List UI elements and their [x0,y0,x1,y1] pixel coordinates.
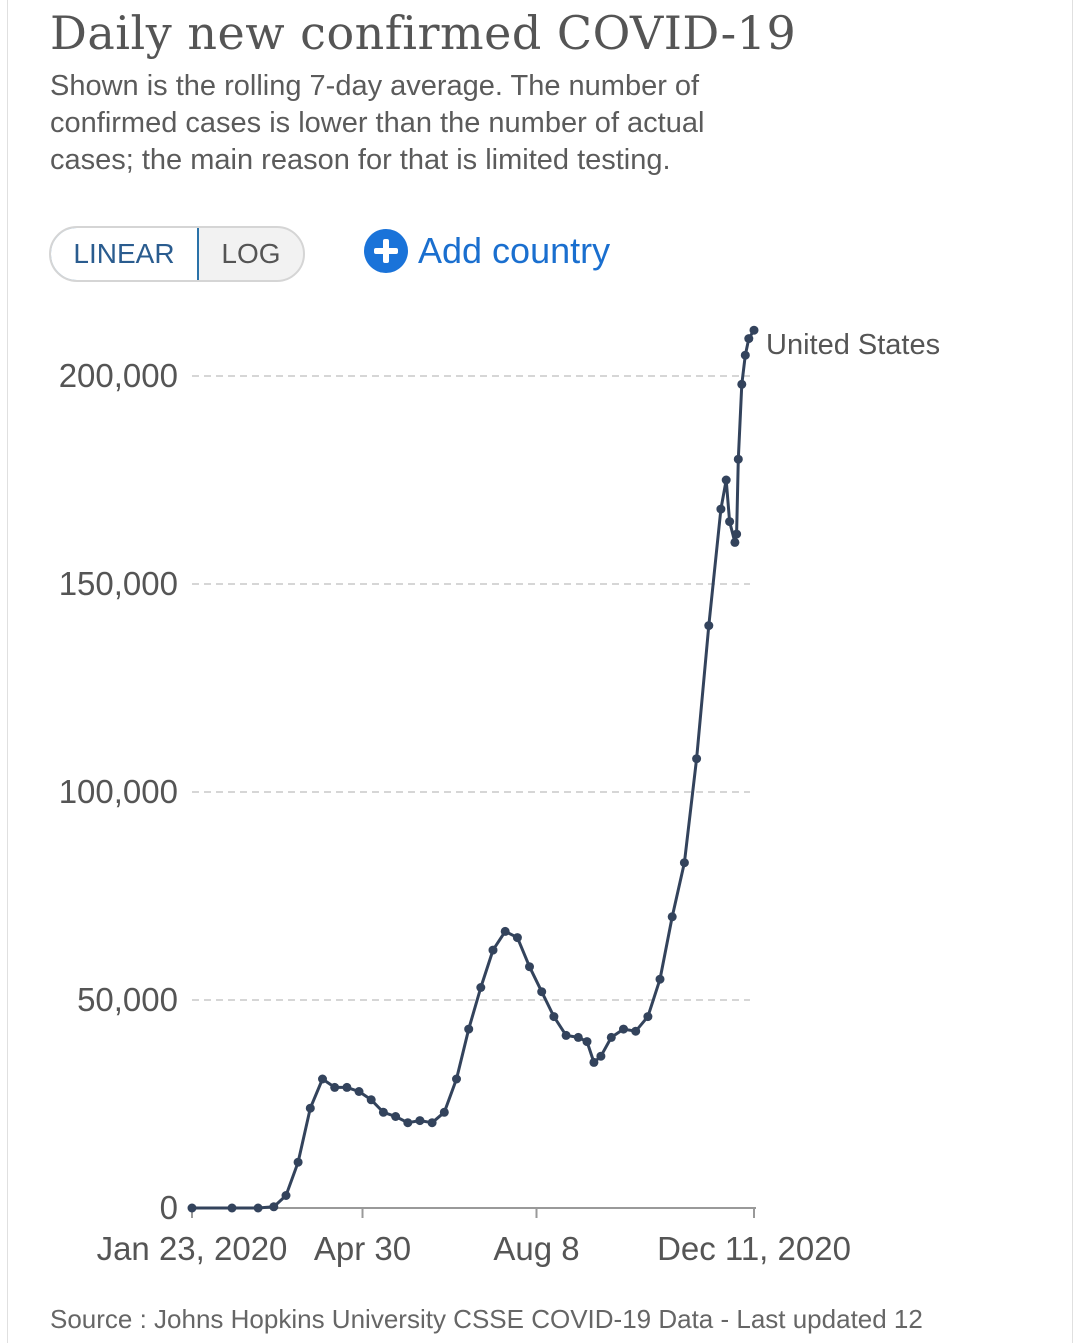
data-point [749,325,759,335]
series-united-states: United States [187,325,940,1213]
data-point [330,1082,340,1092]
data-point [253,1203,263,1213]
data-point [737,379,747,389]
data-point [667,912,677,922]
data-point [415,1116,425,1126]
data-point [512,933,522,943]
series-line [192,329,756,1210]
data-point [305,1103,315,1113]
data-point [582,1037,592,1047]
data-point [732,529,742,539]
y-tick-label: 100,000 [59,773,178,810]
data-point [725,517,735,527]
data-point [281,1191,291,1200]
data-point [679,858,689,868]
data-point [476,983,486,992]
data-point [403,1118,413,1128]
data-point [378,1107,388,1117]
data-point [439,1107,449,1117]
data-point [318,1074,327,1084]
data-point [549,1012,559,1022]
data-point [488,945,498,955]
data-point [354,1087,364,1096]
data-point [596,1051,606,1061]
data-point [227,1203,237,1213]
data-point [643,1012,653,1022]
source-note: Source : Johns Hopkins University CSSE C… [50,1304,923,1334]
y-tick-label: 200,000 [59,357,178,394]
grid-lines [192,375,750,1001]
chart-subtitle: Shown is the rolling 7-day average. The … [50,70,705,176]
data-point [721,475,731,485]
data-point [631,1026,641,1036]
data-point [293,1157,303,1167]
x-tick-label: Apr 30 [314,1230,411,1267]
data-point [716,504,726,514]
data-point [500,926,510,936]
add-country-button[interactable]: Add country [364,229,610,273]
data-point [366,1095,376,1105]
data-point [464,1024,474,1034]
data-point [606,1032,616,1042]
scale-toggle: LINEAR LOG [49,226,305,282]
line-chart: 0 50,000 100,000 150,000 200,000 Jan 23, 202… [59,325,940,1267]
y-axis-labels: 0 50,000 100,000 150,000 200,000 [59,357,178,1226]
plus-circle-icon [364,229,408,273]
data-point [655,974,665,984]
x-tick-label: Aug 8 [493,1230,579,1267]
data-point [619,1024,628,1034]
data-point [452,1074,461,1084]
data-point [740,350,750,360]
data-point [733,454,743,464]
series-label: United States [766,329,940,361]
data-point [427,1118,437,1128]
y-tick-label: 150,000 [59,565,178,602]
data-point [561,1030,571,1040]
chart-title: Daily new confirmed COVID-19 [50,6,797,60]
data-point [537,987,547,997]
x-axis-labels: Jan 23, 2020 Apr 30 Aug 8 Dec 11, 2020 [97,1230,851,1267]
data-point [704,621,714,631]
data-point [589,1057,599,1067]
data-point [744,334,754,344]
data-point [573,1032,583,1042]
data-point [342,1082,352,1092]
data-point [391,1112,401,1121]
x-tick-label: Dec 11, 2020 [657,1230,851,1267]
log-scale-button[interactable]: LOG [221,238,281,269]
data-point [692,754,702,764]
data-point [269,1202,279,1212]
y-tick-label: 50,000 [77,981,178,1018]
add-country-label: Add country [418,230,611,271]
x-tick-label: Jan 23, 2020 [97,1230,288,1267]
y-tick-label: 0 [160,1189,178,1226]
linear-scale-button[interactable]: LINEAR [51,228,199,280]
data-point [187,1203,197,1213]
data-point [525,962,534,972]
data-point [730,537,740,547]
chart-card [7,0,1073,1343]
